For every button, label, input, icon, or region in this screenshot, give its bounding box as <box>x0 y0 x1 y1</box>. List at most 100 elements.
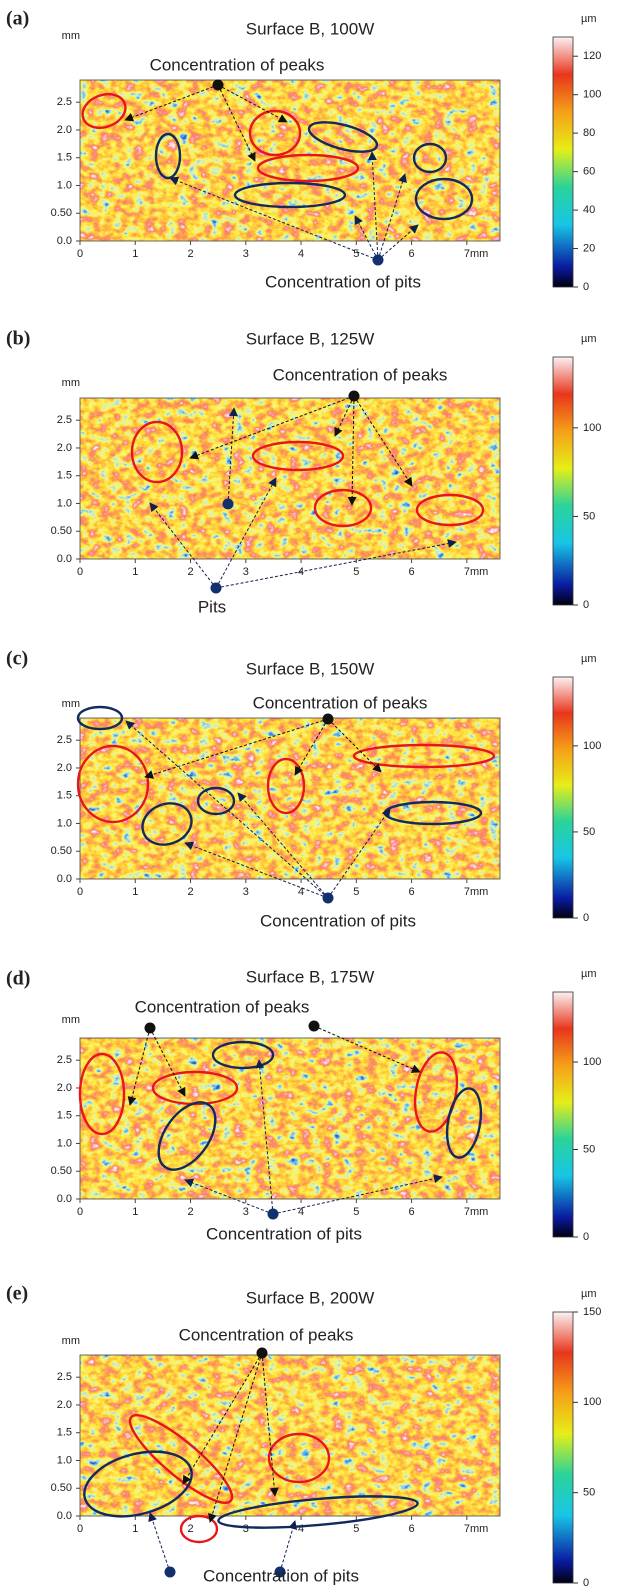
peaks-annotation: Concentration of peaks <box>150 55 325 74</box>
chart-title: Surface B, 100W <box>246 19 375 38</box>
colorbar-tick-label: 0 <box>583 1231 589 1243</box>
y-tick-label: 1.5 <box>57 790 72 802</box>
highlight-ellipse <box>76 705 124 731</box>
colorbar <box>552 1311 574 1584</box>
x-tick-label: 0 <box>77 566 83 578</box>
x-tick-label: 6 <box>409 566 415 578</box>
x-tick-label: 6 <box>409 248 415 260</box>
highlight-ellipse <box>179 1514 219 1544</box>
peak-arrow <box>353 395 413 487</box>
peak-arrow <box>208 1352 263 1523</box>
pit-arrow <box>215 477 277 589</box>
pit-point <box>222 498 234 510</box>
x-tick-label: 5 <box>353 1523 359 1535</box>
colorbar-tick-label: 100 <box>583 89 601 101</box>
pit-arrow <box>377 224 419 261</box>
y-axis-label: mm <box>62 30 80 42</box>
highlight-ellipse <box>445 1087 483 1159</box>
peak-arrow <box>217 84 288 123</box>
colorbar-tick-label: 0 <box>583 912 589 924</box>
panel: (b)Surface B, 125Wmm01234567mm0.00.501.0… <box>6 328 601 617</box>
y-tick-label: 0.0 <box>57 873 72 885</box>
highlight-ellipse <box>154 132 182 180</box>
highlight-ellipse <box>157 1101 217 1171</box>
colorbar-tick-label: 50 <box>583 1143 595 1155</box>
highlight-ellipse <box>415 493 485 527</box>
peak-arrow <box>261 1352 279 1497</box>
y-tick-label: 1.0 <box>57 497 72 509</box>
plot-frame <box>79 1037 501 1200</box>
x-tick-label: 6 <box>409 1206 415 1218</box>
highlight-ellipse <box>266 757 306 815</box>
peak-point <box>144 1022 156 1034</box>
highlight-ellipse <box>412 142 448 174</box>
x-tick-label: 7mm <box>464 1206 488 1218</box>
highlight-ellipse <box>76 744 150 824</box>
x-tick-label: 3 <box>243 248 249 260</box>
colorbar <box>552 991 574 1238</box>
y-tick-label: 0.50 <box>51 845 72 857</box>
highlight-ellipse <box>313 488 373 528</box>
pit-arrow <box>367 151 379 261</box>
highlight-ellipse <box>78 1052 126 1136</box>
colorbar-tick-label: 100 <box>583 740 601 752</box>
pits-annotation: Pits <box>198 597 226 616</box>
panel-label: (b) <box>6 328 30 350</box>
highlight-ellipse <box>81 92 127 130</box>
colorbar-tick-label: 100 <box>583 422 601 434</box>
y-tick-label: 2.0 <box>57 1399 72 1411</box>
highlight-ellipse <box>130 420 184 484</box>
pit-arrow <box>279 1520 298 1573</box>
pit-arrow <box>237 792 329 899</box>
colorbar-label: µm <box>581 13 597 25</box>
y-tick-label: 0.50 <box>51 525 72 537</box>
y-tick-label: 2.5 <box>57 414 72 426</box>
x-tick-label: 0 <box>77 248 83 260</box>
x-tick-label: 2 <box>187 248 193 260</box>
y-axis-label: mm <box>62 698 80 710</box>
pit-point <box>274 1566 286 1578</box>
pit-arrow <box>169 176 379 261</box>
peak-arrow <box>327 718 382 773</box>
colorbar-tick-label: 120 <box>583 50 601 62</box>
y-axis-label: mm <box>62 1014 80 1026</box>
peaks-annotation: Concentration of peaks <box>179 1325 354 1344</box>
highlight-ellipse <box>248 109 302 157</box>
panel: (a) Surface B, 100W mm 0 1 2 3 4 5 6 7mm 0.0 0.50 1.0… <box>6 8 601 293</box>
y-tick-label: 1.5 <box>57 470 72 482</box>
y-tick-label: 1.0 <box>57 179 72 191</box>
pits-annotation: Concentration of pits <box>265 272 421 291</box>
x-tick-label: 7mm <box>464 566 488 578</box>
x-tick-label: 3 <box>243 1523 249 1535</box>
surface-map <box>80 1038 500 1199</box>
x-tick-label: 6 <box>409 886 415 898</box>
y-axis-label: mm <box>62 377 80 389</box>
pit-arrow <box>184 1178 274 1215</box>
x-tick-label: 4 <box>298 1523 304 1535</box>
peak-arrow <box>217 84 256 162</box>
y-tick-label: 2.5 <box>57 1371 72 1383</box>
panel-label: (d) <box>6 968 30 990</box>
chart-title: Surface B, 125W <box>246 329 375 348</box>
pits-annotation: Concentration of pits <box>206 1224 362 1243</box>
colorbar-label: µm <box>581 333 597 345</box>
peaks-annotation: Concentration of peaks <box>135 997 310 1016</box>
y-tick-label: 1.5 <box>57 1110 72 1122</box>
colorbar-tick-label: 0 <box>583 599 589 611</box>
x-tick-label: 6 <box>409 1523 415 1535</box>
x-tick-label: 1 <box>132 1523 138 1535</box>
plot-frame <box>79 397 501 560</box>
plot-frame <box>79 1354 501 1517</box>
x-tick-label: 4 <box>298 248 304 260</box>
x-tick-label: 5 <box>353 886 359 898</box>
chart-title: Surface B, 200W <box>246 1288 375 1307</box>
peak-arrow <box>144 718 329 779</box>
highlight-ellipse <box>307 121 379 153</box>
y-tick-label: 1.5 <box>57 152 72 164</box>
y-tick-label: 2.0 <box>57 442 72 454</box>
colorbar-tick-label: 0 <box>583 281 589 293</box>
peak-arrow <box>182 1352 263 1485</box>
x-tick-label: 5 <box>353 566 359 578</box>
panel: (d) Surface B, 175W mm 0 1 2 3 4 5 6 7mm 0.0 0.50 1.0… <box>6 967 601 1243</box>
y-tick-label: 0.50 <box>51 1165 72 1177</box>
